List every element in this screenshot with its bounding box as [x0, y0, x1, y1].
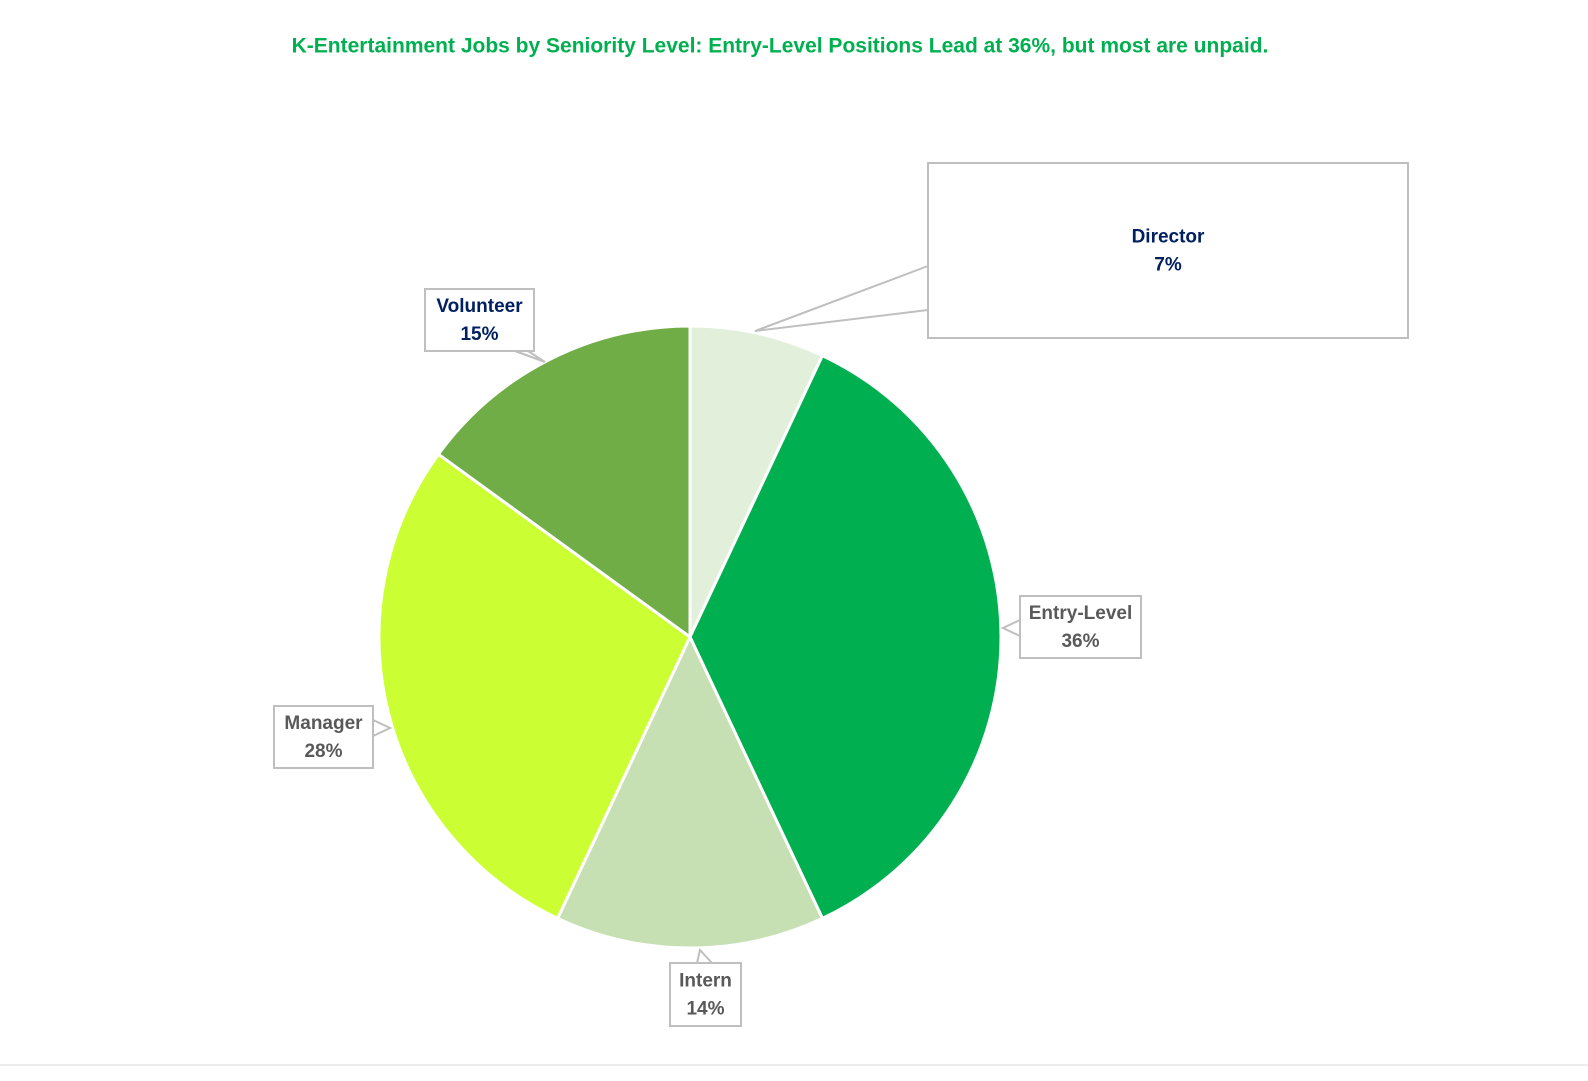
data-label-value: 15%: [460, 324, 498, 345]
pie-slice: [688, 324, 825, 638]
data-label-value: 14%: [686, 999, 724, 1020]
chart-title: K-Entertainment Jobs by Seniority Level:…: [292, 35, 1269, 58]
data-label-value: 28%: [304, 741, 342, 762]
callout-box: [669, 962, 742, 1027]
pie-slice: [377, 452, 692, 921]
data-label-name: Intern: [679, 971, 732, 992]
callout-box: [1019, 595, 1142, 659]
pie-slice: [688, 353, 1003, 921]
callout-box: [927, 162, 1409, 339]
callout-pointer: [696, 947, 713, 964]
data-label-name: Manager: [284, 713, 363, 734]
callout-pointer: [1000, 619, 1021, 637]
data-label-name: Entry-Level: [1029, 603, 1132, 624]
data-label-name: Volunteer: [436, 296, 523, 317]
data-label-name: Director: [1132, 227, 1205, 248]
callout-box: [273, 705, 374, 769]
callout-box: [424, 288, 535, 352]
callout-pointer: [514, 350, 546, 363]
data-label-value: 36%: [1061, 631, 1099, 652]
data-label-value: 7%: [1154, 255, 1182, 276]
callout-pointer: [754, 265, 929, 332]
callout-pointer: [372, 719, 393, 737]
pie-slice: [555, 633, 825, 950]
pie-slice: [436, 324, 692, 640]
